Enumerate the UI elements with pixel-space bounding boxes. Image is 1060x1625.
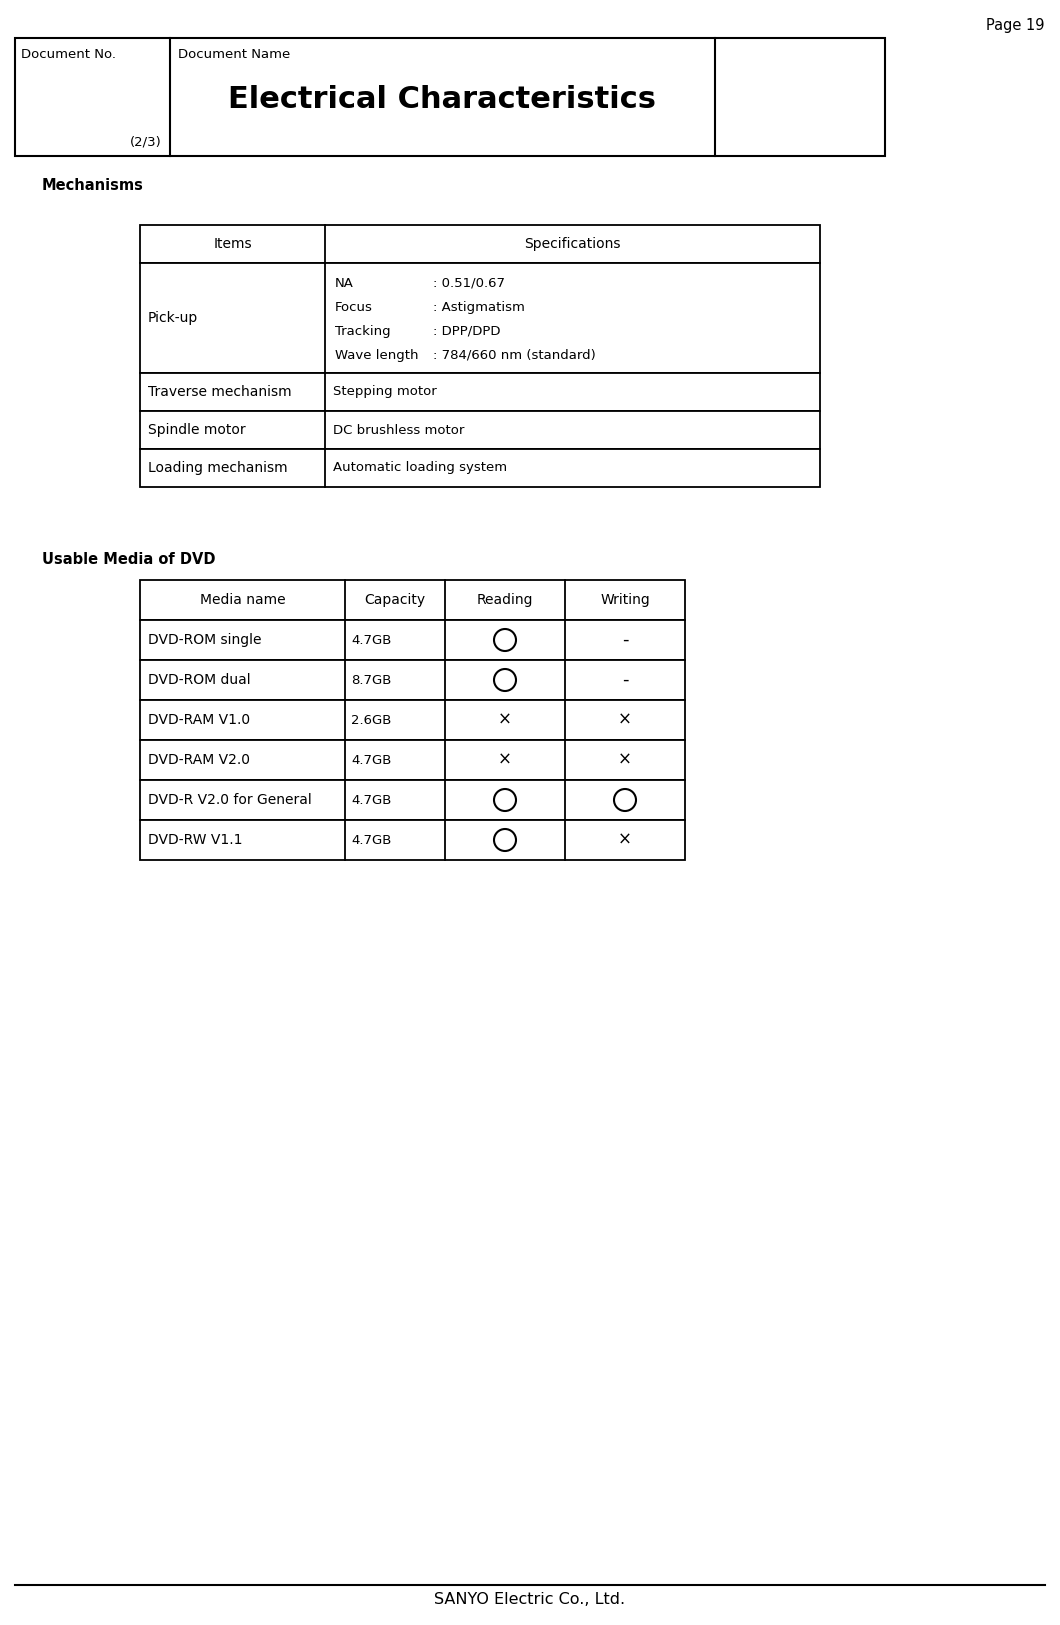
Text: DVD-ROM dual: DVD-ROM dual <box>148 673 250 687</box>
Text: Traverse mechanism: Traverse mechanism <box>148 385 292 400</box>
Text: 4.7GB: 4.7GB <box>351 793 391 806</box>
Text: Specifications: Specifications <box>525 237 621 250</box>
Text: Document Name: Document Name <box>178 49 290 62</box>
Bar <box>140 621 685 660</box>
Text: ×: × <box>618 751 632 769</box>
Text: -: - <box>622 630 629 648</box>
Text: DVD-ROM single: DVD-ROM single <box>148 634 262 647</box>
Text: Wave length: Wave length <box>335 349 419 362</box>
Bar <box>140 660 685 700</box>
Bar <box>140 374 820 411</box>
Text: Pick-up: Pick-up <box>148 310 198 325</box>
Bar <box>140 224 820 263</box>
Text: 4.7GB: 4.7GB <box>351 634 391 647</box>
Text: : Astigmatism: : Astigmatism <box>432 301 525 314</box>
Text: Document No.: Document No. <box>21 49 116 62</box>
Text: DVD-RW V1.1: DVD-RW V1.1 <box>148 834 243 847</box>
Text: Reading: Reading <box>477 593 533 608</box>
Text: ×: × <box>618 830 632 848</box>
Bar <box>140 580 685 621</box>
Bar <box>140 739 685 780</box>
Text: Capacity: Capacity <box>365 593 425 608</box>
Text: Stepping motor: Stepping motor <box>333 385 437 398</box>
Text: Focus: Focus <box>335 301 373 314</box>
Text: SANYO Electric Co., Ltd.: SANYO Electric Co., Ltd. <box>435 1592 625 1607</box>
Bar <box>15 37 885 156</box>
Text: Automatic loading system: Automatic loading system <box>333 461 507 474</box>
Text: 8.7GB: 8.7GB <box>351 673 391 686</box>
Text: DC brushless motor: DC brushless motor <box>333 424 464 437</box>
Text: Electrical Characteristics: Electrical Characteristics <box>229 86 656 114</box>
Bar <box>140 263 820 374</box>
Text: (2/3): (2/3) <box>130 135 162 148</box>
Text: Writing: Writing <box>600 593 650 608</box>
Text: : 784/660 nm (standard): : 784/660 nm (standard) <box>432 349 596 362</box>
Text: ×: × <box>498 751 512 769</box>
Text: DVD-R V2.0 for General: DVD-R V2.0 for General <box>148 793 312 808</box>
Text: 4.7GB: 4.7GB <box>351 834 391 847</box>
Bar <box>140 700 685 739</box>
Text: NA: NA <box>335 276 354 289</box>
Text: ×: × <box>618 712 632 730</box>
Text: 4.7GB: 4.7GB <box>351 754 391 767</box>
Text: DVD-RAM V1.0: DVD-RAM V1.0 <box>148 713 250 726</box>
Bar <box>140 821 685 860</box>
Text: -: - <box>622 671 629 689</box>
Text: Page 19: Page 19 <box>987 18 1045 32</box>
Text: Tracking: Tracking <box>335 325 391 338</box>
Text: Mechanisms: Mechanisms <box>42 179 144 193</box>
Text: : DPP/DPD: : DPP/DPD <box>432 325 500 338</box>
Text: Items: Items <box>213 237 252 250</box>
Text: : 0.51/0.67: : 0.51/0.67 <box>432 276 505 289</box>
Text: 2.6GB: 2.6GB <box>351 713 391 726</box>
Text: ×: × <box>498 712 512 730</box>
Text: Loading mechanism: Loading mechanism <box>148 461 287 474</box>
Bar <box>140 449 820 488</box>
Text: Spindle motor: Spindle motor <box>148 422 246 437</box>
Bar <box>140 780 685 821</box>
Text: Usable Media of DVD: Usable Media of DVD <box>42 552 215 567</box>
Text: Media name: Media name <box>199 593 285 608</box>
Bar <box>140 411 820 449</box>
Text: DVD-RAM V2.0: DVD-RAM V2.0 <box>148 752 250 767</box>
